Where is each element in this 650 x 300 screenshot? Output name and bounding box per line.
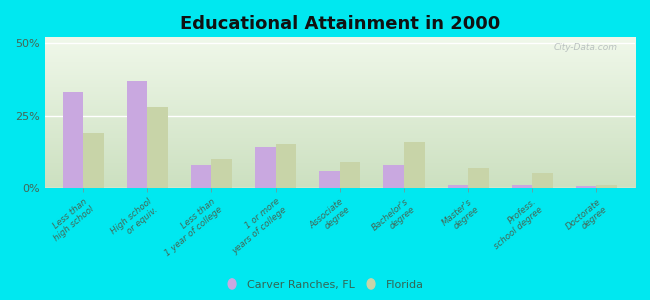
Bar: [148, 107, 168, 188]
Text: City-Data.com: City-Data.com: [553, 44, 618, 52]
Legend: Carver Ranches, FL, Florida: Carver Ranches, FL, Florida: [222, 275, 428, 294]
Bar: [276, 145, 296, 188]
Bar: [191, 165, 211, 188]
Bar: [404, 142, 424, 188]
Bar: [127, 81, 148, 188]
Bar: [384, 165, 404, 188]
Title: Educational Attainment in 2000: Educational Attainment in 2000: [179, 15, 500, 33]
Bar: [83, 133, 103, 188]
Bar: [62, 92, 83, 188]
Bar: [532, 173, 553, 188]
Bar: [597, 185, 617, 188]
Bar: [340, 162, 360, 188]
Bar: [468, 168, 489, 188]
Bar: [255, 147, 276, 188]
Bar: [448, 185, 468, 188]
Bar: [211, 159, 232, 188]
Bar: [319, 170, 340, 188]
Bar: [576, 187, 597, 188]
Bar: [512, 185, 532, 188]
